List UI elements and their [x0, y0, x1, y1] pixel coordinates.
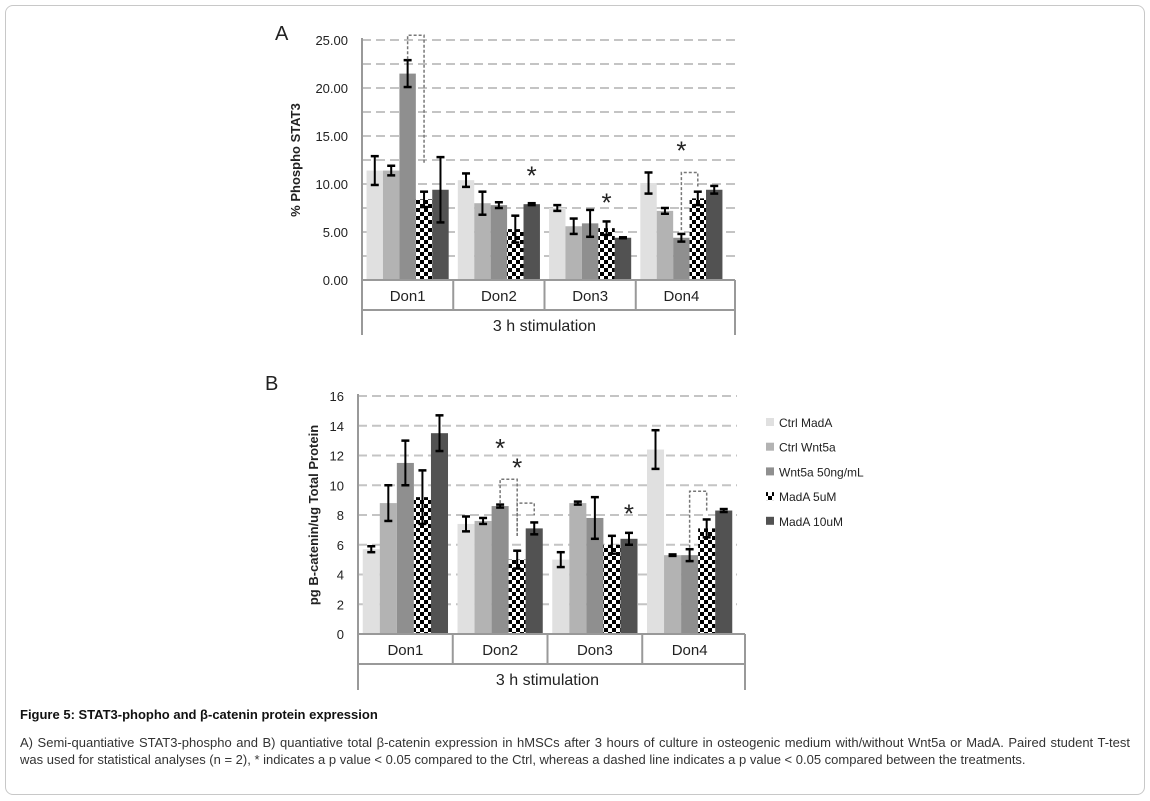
y-axis-label: % Phospho STAT3 [288, 103, 303, 217]
bar [549, 208, 566, 280]
legend-label: MadA 10uM [779, 515, 843, 529]
y-tick-label: 10 [330, 478, 344, 493]
bar [664, 555, 682, 634]
y-tick-label: 20.00 [315, 81, 348, 96]
bar [620, 538, 638, 634]
bar [379, 503, 397, 634]
bar [581, 223, 599, 280]
bar [569, 503, 587, 634]
y-tick-label: 25.00 [315, 33, 348, 48]
bar [552, 559, 570, 634]
bar [508, 559, 526, 634]
x-tick-label: Don2 [482, 642, 518, 659]
bar [706, 189, 723, 280]
x-axis-label: 3 h stimulation [496, 672, 599, 689]
bar [382, 170, 400, 280]
bar [646, 449, 665, 634]
figure-frame [5, 5, 1145, 795]
bar [413, 497, 431, 634]
significance-asterisk: * [495, 433, 505, 463]
x-axis-label: 3 h stimulation [493, 318, 596, 335]
bar [457, 180, 475, 280]
x-tick-label: Don4 [663, 288, 699, 305]
legend-swatch [766, 467, 774, 476]
y-tick-label: 12 [330, 449, 344, 464]
bar [491, 506, 509, 634]
caption-text: A) Semi-quantiative STAT3-phospho and B)… [20, 735, 1130, 767]
significance-asterisk: * [527, 160, 537, 190]
y-tick-label: 2 [337, 597, 344, 612]
significance-asterisk: * [512, 452, 522, 482]
legend-swatch [766, 516, 774, 525]
x-tick-label: Don3 [577, 642, 613, 659]
bar [396, 462, 414, 634]
x-tick-label: Don1 [387, 642, 423, 659]
bar [362, 549, 380, 634]
caption-title: Figure 5: STAT3-phopho and β-catenin pro… [20, 707, 378, 722]
bar [614, 237, 632, 280]
bar [507, 229, 524, 280]
bar [681, 555, 699, 634]
significance-bracket [406, 34, 425, 163]
legend-label: Ctrl Wnt5a [779, 441, 836, 455]
panel-label: A [275, 23, 289, 45]
significance-bracket [499, 478, 518, 536]
legend-label: Ctrl MadA [779, 416, 832, 430]
y-tick-label: 6 [337, 538, 344, 553]
bar [490, 205, 508, 280]
bar [598, 228, 615, 280]
bar [523, 204, 540, 280]
legend-label: MadA 5uM [779, 490, 836, 504]
y-tick-label: 0.00 [323, 273, 348, 288]
legend-swatch [766, 418, 774, 426]
y-tick-label: 0 [337, 627, 344, 642]
bar [715, 510, 733, 634]
legend-swatch [766, 492, 774, 501]
y-tick-label: 15.00 [315, 129, 348, 144]
x-tick-label: Don3 [572, 288, 608, 305]
bar [474, 203, 491, 280]
significance-asterisk: * [624, 499, 634, 529]
significance-asterisk: * [601, 187, 611, 217]
y-tick-label: 10.00 [315, 177, 348, 192]
y-axis-label: pg B-catenin/ug Total Protein [306, 425, 321, 605]
significance-asterisk: * [676, 136, 686, 166]
bar [673, 237, 690, 280]
x-tick-label: Don1 [390, 288, 426, 305]
significance-bracket [516, 502, 535, 536]
bar [565, 226, 582, 280]
bar [525, 528, 543, 634]
bar [656, 210, 674, 280]
y-tick-label: 4 [337, 568, 344, 583]
panel-label: B [265, 373, 278, 395]
bar [366, 170, 383, 280]
bar [698, 528, 716, 634]
significance-bracket [688, 490, 708, 548]
significance-bracket [680, 171, 699, 231]
y-tick-label: 5.00 [323, 225, 348, 240]
bar [474, 520, 492, 634]
bar [689, 198, 707, 280]
y-tick-label: 8 [337, 508, 344, 523]
bar [603, 544, 621, 634]
x-tick-label: Don2 [481, 288, 517, 305]
bar [457, 523, 475, 634]
bar [640, 183, 657, 280]
bar [586, 517, 604, 634]
bar [399, 73, 416, 280]
legend-label: Wnt5a 50ng/mL [779, 465, 864, 479]
y-tick-label: 14 [330, 419, 344, 434]
y-tick-label: 16 [330, 389, 344, 404]
bar [430, 433, 449, 634]
bar [415, 199, 433, 280]
legend-swatch [766, 442, 774, 451]
bar [432, 189, 449, 280]
x-tick-label: Don4 [672, 642, 708, 659]
